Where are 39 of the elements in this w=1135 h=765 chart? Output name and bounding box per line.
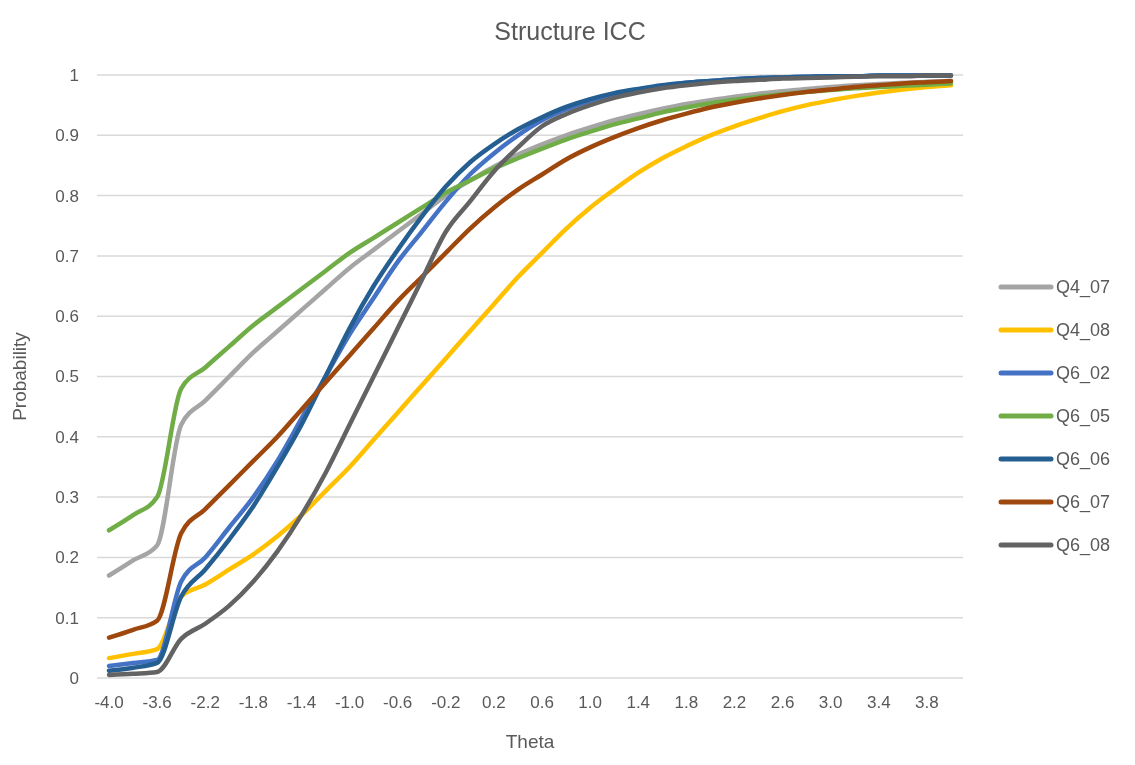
y-tick-label: 0.4 <box>55 427 79 447</box>
x-tick-label: -0.2 <box>431 693 461 712</box>
x-tick-label: 1.4 <box>626 693 651 712</box>
y-tick-label: 1 <box>69 65 79 85</box>
x-tick-label: 0.6 <box>530 693 554 712</box>
x-tick-label: -1.8 <box>238 693 269 712</box>
legend-label: Q4_07 <box>1056 277 1111 299</box>
x-tick-label: 0.2 <box>482 693 506 712</box>
x-tick-label: 3.4 <box>866 693 891 712</box>
legend-label: Q6_02 <box>1056 363 1111 385</box>
y-tick-label: 0.1 <box>55 608 79 628</box>
chart-title: Structure ICC <box>494 17 646 45</box>
x-tick-label: 3.8 <box>915 693 939 712</box>
y-tick-label: 0.9 <box>55 126 79 146</box>
x-tick-label: 2.6 <box>770 693 795 712</box>
y-tick-label: 0.3 <box>55 488 79 508</box>
y-tick-label: 0.5 <box>55 367 79 387</box>
y-tick-label: 0.8 <box>55 186 79 206</box>
legend-label: Q6_06 <box>1056 449 1111 471</box>
x-tick-label: -1.4 <box>286 693 317 712</box>
legend-label: Q6_05 <box>1056 406 1111 428</box>
x-tick-label: 1.8 <box>674 693 699 712</box>
y-axis-title: Probability <box>9 331 30 421</box>
legend-label: Q6_07 <box>1056 492 1111 514</box>
x-tick-label: -3.6 <box>142 693 172 712</box>
y-tick-label: 0.7 <box>55 246 79 266</box>
x-axis-title: Theta <box>505 731 555 752</box>
x-tick-label: -1.0 <box>334 693 365 712</box>
x-tick-label: -0.6 <box>383 693 413 712</box>
y-tick-label: 0.2 <box>55 548 79 568</box>
y-tick-label: 0 <box>69 668 79 688</box>
x-tick-label: -2.2 <box>190 693 220 712</box>
x-tick-label: 1.0 <box>578 693 602 712</box>
legend-label: Q4_08 <box>1056 320 1111 342</box>
x-tick-label: 2.2 <box>722 693 747 712</box>
x-tick-label: 3.0 <box>818 693 843 712</box>
legend-label: Q6_08 <box>1056 535 1111 557</box>
y-tick-label: 0.6 <box>55 307 79 327</box>
x-tick-label: -4.0 <box>94 693 124 712</box>
